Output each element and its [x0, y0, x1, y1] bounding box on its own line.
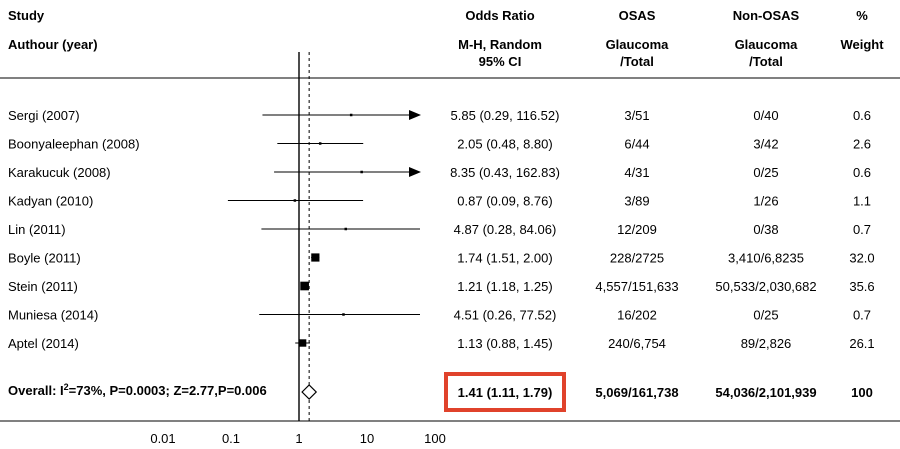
- overall-osas: 5,069/161,738: [595, 385, 678, 400]
- study-non-osas: 0/25: [753, 165, 778, 180]
- study-non-osas: 50,533/2,030,682: [715, 279, 816, 294]
- study-osas: 4/31: [624, 165, 649, 180]
- study-ci-text: 8.35 (0.43, 162.83): [450, 165, 560, 180]
- study-osas: 6/44: [624, 137, 649, 152]
- x-tick-label: 1: [295, 431, 302, 446]
- study-weight: 35.6: [849, 279, 874, 294]
- study-non-osas: 0/40: [753, 108, 778, 123]
- study-weight: 1.1: [853, 194, 871, 209]
- study-ci-text: 1.74 (1.51, 2.00): [457, 251, 552, 266]
- point-estimate: [344, 227, 348, 231]
- header-odds-ratio: Odds Ratio: [465, 8, 534, 23]
- header-nonosas-glaucoma: Glaucoma: [735, 37, 799, 52]
- study-ci-text: 1.21 (1.18, 1.25): [457, 279, 552, 294]
- header-percent: %: [856, 8, 868, 23]
- study-osas: 240/6,754: [608, 336, 666, 351]
- header-osas: OSAS: [619, 8, 656, 23]
- study-osas: 3/51: [624, 108, 649, 123]
- study-weight: 0.6: [853, 165, 871, 180]
- overall-row: Overall: I2=73%, P=0.0003; Z=2.77,P=0.00…: [8, 372, 873, 412]
- point-estimate: [342, 313, 345, 316]
- study-label: Sergi (2007): [8, 108, 80, 123]
- header-osas-total: /Total: [620, 54, 654, 69]
- study-label: Stein (2011): [8, 279, 78, 294]
- point-estimate: [300, 281, 309, 291]
- study-row: Stein (2011) 1.21 (1.18, 1.25) 4,557/151,6…: [8, 279, 875, 294]
- study-row: Boyle (2011) 1.74 (1.51, 2.00) 228/2725 3,4…: [8, 251, 875, 266]
- study-label: Boonyaleephan (2008): [8, 137, 140, 152]
- study-osas: 3/89: [624, 194, 649, 209]
- study-ci-text: 1.13 (0.88, 1.45): [457, 336, 552, 351]
- header-nonosas-total: /Total: [749, 54, 783, 69]
- point-estimate: [298, 339, 307, 347]
- study-ci-text: 2.05 (0.48, 8.80): [457, 137, 552, 152]
- header-study: Study: [8, 8, 45, 23]
- study-non-osas: 3/42: [753, 137, 778, 152]
- header-95ci: 95% CI: [479, 54, 522, 69]
- study-weight: 32.0: [849, 251, 874, 266]
- study-row: Aptel (2014) 1.13 (0.88, 1.45) 240/6,754 89…: [8, 336, 875, 351]
- study-osas: 16/202: [617, 308, 657, 323]
- overall-diamond: [301, 384, 318, 400]
- point-estimate: [360, 170, 363, 174]
- study-ci-text: 4.87 (0.28, 84.06): [454, 222, 557, 237]
- study-osas: 4,557/151,633: [595, 279, 678, 294]
- x-tick-label: 0.01: [150, 431, 175, 446]
- point-estimate: [318, 142, 322, 145]
- study-ci-text: 4.51 (0.26, 77.52): [454, 308, 557, 323]
- study-osas: 228/2725: [610, 251, 664, 266]
- x-axis: 0.01 0.1 1 10 100: [150, 431, 446, 446]
- study-osas: 12/209: [617, 222, 657, 237]
- study-row: Muniesa (2014) 4.51 (0.26, 77.52) 16/202 0/…: [8, 308, 871, 323]
- study-non-osas: 89/2,826: [741, 336, 792, 351]
- overall-ci-highlight-box: [444, 372, 566, 412]
- point-estimate: [311, 253, 320, 262]
- header-mh-random: M-H, Random: [458, 37, 542, 52]
- study-weight: 0.6: [853, 108, 871, 123]
- overall-label: Overall: I2=73%, P=0.0003; Z=2.77,P=0.00…: [8, 382, 267, 398]
- study-label: Kadyan (2010): [8, 194, 93, 209]
- study-rows: Sergi (2007) 5.85 (0.29, 116.52) 3/51 0/40 0…: [8, 108, 875, 351]
- study-label: Boyle (2011): [8, 251, 81, 266]
- x-tick-label: 100: [424, 431, 446, 446]
- study-label: Aptel (2014): [8, 336, 79, 351]
- overall-weight: 100: [851, 385, 873, 400]
- study-weight: 2.6: [853, 137, 871, 152]
- study-label: Lin (2011): [8, 222, 66, 237]
- table-header: Study Authour (year) Odds Ratio M-H, Ran…: [8, 8, 884, 69]
- study-weight: 0.7: [853, 308, 871, 323]
- study-ci-text: 0.87 (0.09, 8.76): [457, 194, 552, 209]
- header-weight: Weight: [840, 37, 884, 52]
- point-estimate: [293, 199, 297, 202]
- study-row: Sergi (2007) 5.85 (0.29, 116.52) 3/51 0/40 0…: [8, 108, 871, 123]
- study-non-osas: 3,410/6,8235: [728, 251, 804, 266]
- header-non-osas: Non-OSAS: [733, 8, 800, 23]
- study-ci-text: 5.85 (0.29, 116.52): [451, 108, 560, 123]
- study-row: Karakucuk (2008) 8.35 (0.43, 162.83) 4/31 0…: [8, 165, 871, 180]
- study-non-osas: 0/25: [753, 308, 778, 323]
- study-row: Boonyaleephan (2008) 2.05 (0.48, 8.80) 6/4…: [8, 137, 871, 152]
- study-label: Muniesa (2014): [8, 308, 98, 323]
- x-tick-label: 0.1: [222, 431, 240, 446]
- overall-ci-text: 1.41 (1.11, 1.79): [458, 385, 553, 400]
- point-estimate: [349, 113, 353, 117]
- study-label: Karakucuk (2008): [8, 165, 111, 180]
- study-non-osas: 0/38: [753, 222, 778, 237]
- study-row: Kadyan (2010) 0.87 (0.09, 8.76) 3/89 1/26 1.…: [8, 194, 871, 209]
- header-author-year: Authour (year): [8, 37, 98, 52]
- header-osas-glaucoma: Glaucoma: [606, 37, 670, 52]
- x-tick-label: 10: [360, 431, 374, 446]
- study-row: Lin (2011) 4.87 (0.28, 84.06) 12/209 0/38 0.…: [8, 222, 871, 237]
- overall-non-osas: 54,036/2,101,939: [715, 385, 816, 400]
- study-non-osas: 1/26: [753, 194, 778, 209]
- study-weight: 26.1: [849, 336, 874, 351]
- study-weight: 0.7: [853, 222, 871, 237]
